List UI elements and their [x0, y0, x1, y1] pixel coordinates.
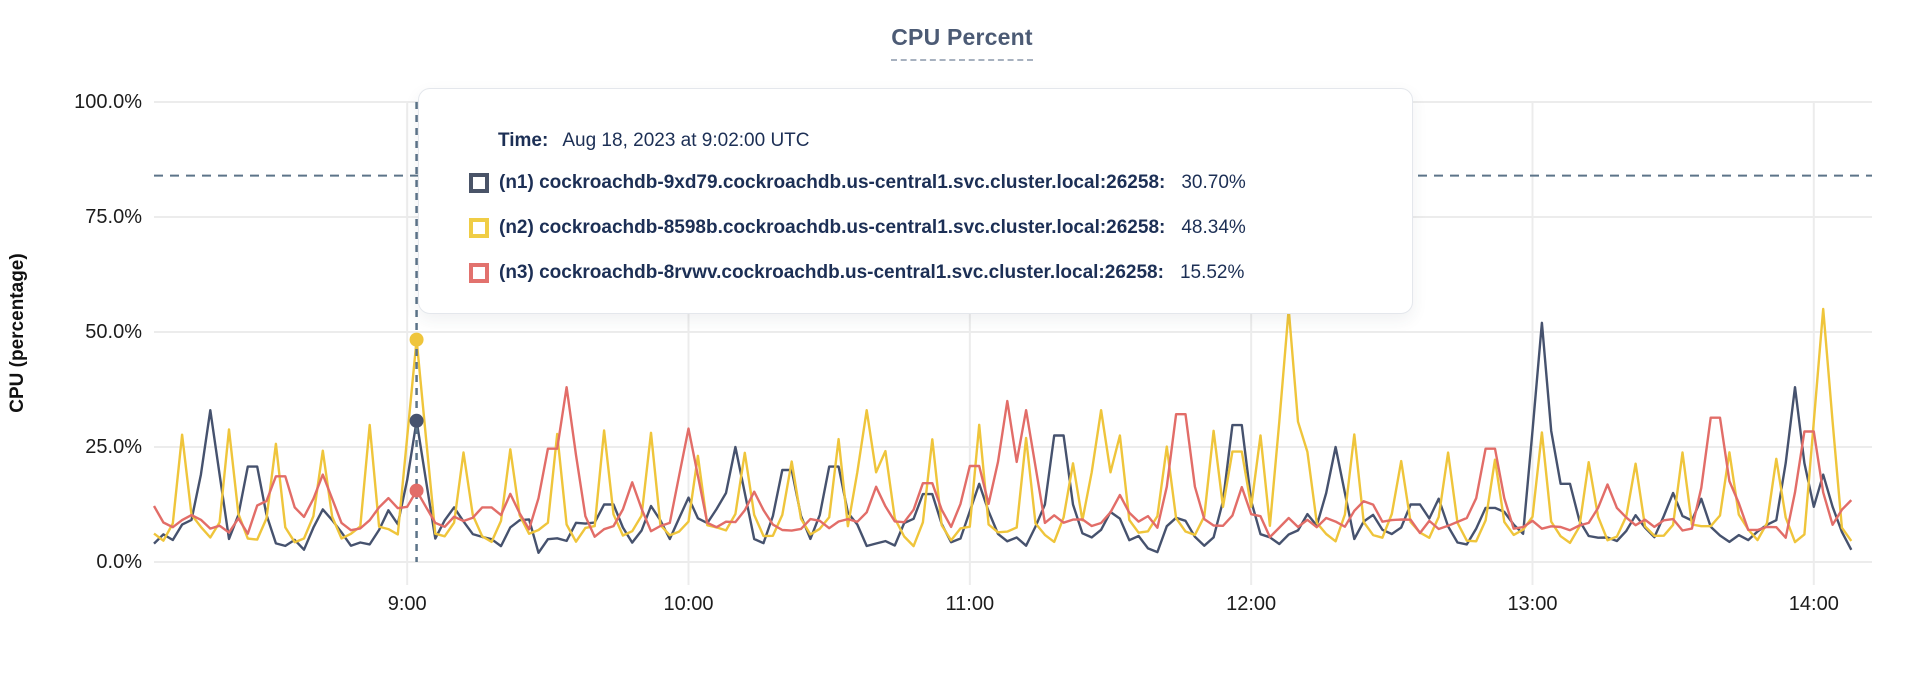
tooltip-row-n1: (n1) cockroachdb-9xd79.cockroachdb.us-ce… — [469, 171, 1382, 195]
tooltip-series-rows: (n1) cockroachdb-9xd79.cockroachdb.us-ce… — [469, 171, 1382, 285]
series-swatch-icon — [469, 263, 489, 283]
tooltip-row-n3: (n3) cockroachdb-8rvwv.cockroachdb.us-ce… — [469, 261, 1382, 285]
y-tick-label: 0.0% — [96, 551, 142, 573]
x-tick-label: 9:00 — [387, 593, 427, 615]
x-tick-label: 11:00 — [945, 593, 995, 615]
chart-title[interactable]: CPU Percent — [891, 24, 1033, 61]
series-swatch-icon — [469, 218, 489, 238]
chart-title-wrap: CPU Percent — [0, 24, 1924, 61]
series-value: 15.52% — [1179, 262, 1245, 283]
hover-point-n3 — [409, 483, 424, 498]
tooltip-row-n2: (n2) cockroachdb-8598b.cockroachdb.us-ce… — [469, 216, 1382, 240]
series-value: 30.70% — [1181, 172, 1246, 193]
hover-point-n1 — [409, 413, 424, 428]
series-value: 48.34% — [1181, 217, 1246, 238]
series-label: (n2) cockroachdb-8598b.cockroachdb.us-ce… — [499, 217, 1166, 238]
series-line-n2 — [153, 307, 1853, 548]
x-tick-label: 13:00 — [1507, 593, 1558, 615]
hover-tooltip: Time: Aug 18, 2023 at 9:02:00 UTC (n1) co… — [418, 88, 1413, 314]
series-line-n3 — [152, 386, 1853, 539]
hover-point-n2 — [409, 332, 424, 347]
x-tick-label: 10:00 — [663, 593, 714, 615]
x-tick-label: 14:00 — [1788, 593, 1839, 615]
y-tick-label: 100.0% — [74, 91, 142, 113]
series-label: (n1) cockroachdb-9xd79.cockroachdb.us-ce… — [499, 172, 1166, 193]
tooltip-time-row: Time: Aug 18, 2023 at 9:02:00 UTC — [498, 129, 1382, 153]
tooltip-time-label: Time: — [498, 130, 549, 151]
y-tick-label: 50.0% — [85, 321, 142, 343]
series-line-n1 — [153, 321, 1853, 554]
x-tick-label: 12:00 — [1226, 593, 1277, 615]
series-label: (n3) cockroachdb-8rvwv.cockroachdb.us-ce… — [499, 262, 1164, 283]
y-tick-label: 75.0% — [85, 206, 142, 228]
tooltip-time-value: Aug 18, 2023 at 9:02:00 UTC — [562, 130, 810, 151]
series-swatch-icon — [469, 173, 489, 193]
y-tick-label: 25.0% — [85, 436, 142, 458]
